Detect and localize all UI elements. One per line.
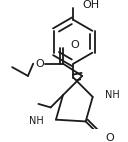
Text: O: O [105,133,114,142]
Text: NH: NH [29,116,44,126]
Text: O: O [70,40,79,50]
Text: OH: OH [82,0,99,10]
Text: O: O [35,59,44,69]
Text: NH: NH [105,90,120,100]
